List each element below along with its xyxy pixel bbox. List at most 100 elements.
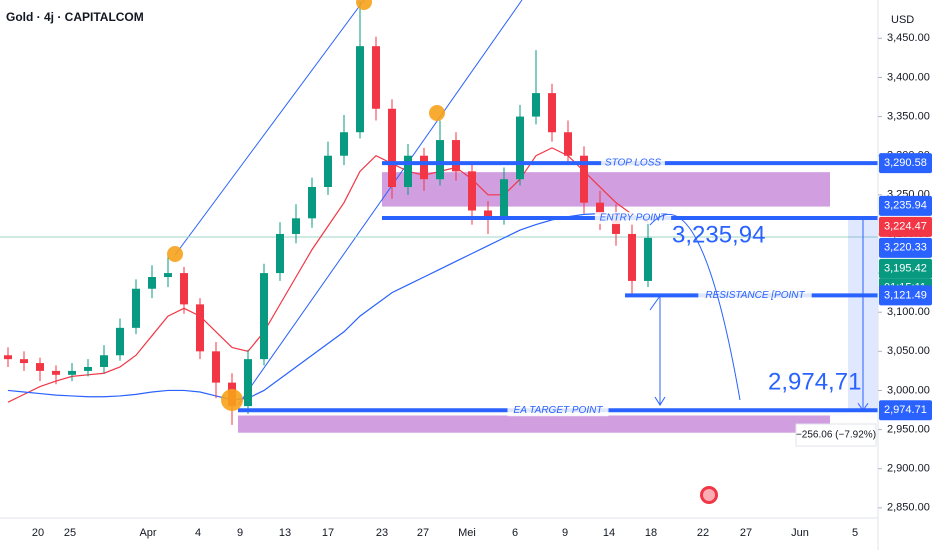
candle-body [68,370,76,375]
candle-body [116,327,124,356]
projection-stem [649,295,661,311]
candle-body [436,140,444,180]
candle-body [612,214,620,234]
candle-body [324,155,332,188]
x-tick-label: 18 [645,527,657,539]
price-label: 3,235.94 [884,200,927,212]
price-label-box [879,216,932,237]
candles [4,0,652,425]
candle-body [628,233,636,281]
annotation: 3,235,94 [672,221,765,248]
candle-body [372,46,380,109]
x-tick-label: Apr [139,527,156,539]
candle-body [52,370,60,375]
moving-averages [7,147,649,403]
x-tick-label: Mei [458,527,476,539]
level-label: ENTRY POINT [600,213,668,224]
x-tick-label: 9 [237,527,243,539]
level-label-bg [507,404,609,417]
level-label-bg [698,289,812,302]
moving-average [7,213,649,401]
channel-line [237,0,523,406]
x-tick-label: 9 [562,527,568,539]
price-label-box [879,237,932,258]
highlight-dot [356,0,372,10]
level-label: STOP LOSS [605,158,661,169]
candle-body [196,304,204,352]
x-tick-label: 20 [32,527,44,539]
axes: 2,850.00 2,900.00 2,950.00 3,000.00 3,050.00… [32,32,932,539]
level-label-bg [594,212,672,225]
price-label: 3,220.33 [884,242,927,254]
x-tick-label: 13 [279,527,291,539]
highlight-dot [167,246,183,262]
x-tick-label: 27 [740,527,752,539]
currency-box[interactable] [884,8,914,30]
y-tick-label: 3,050.00 [887,345,930,357]
candle-body [164,273,172,277]
candle-body [292,218,300,234]
levels: STOP LOSS ENTRY POINT RESISTANCE [POINT EA … [238,157,878,417]
candle-body [180,273,188,305]
candle-body [4,355,12,360]
candle-body [404,155,412,188]
y-tick-label: 2,900.00 [887,463,930,475]
candle-body [644,237,652,281]
candle-body [84,366,92,371]
candle-body [420,155,428,180]
candle-body [260,273,268,360]
candle-body [212,351,220,383]
currency[interactable]: USD [891,14,914,26]
x-tick-label: 4 [195,527,201,539]
candle-body [564,132,572,156]
measure-arrow [857,218,869,412]
measure-label: −256.06 (−7.92%) [796,430,876,441]
price-label-box [879,258,932,279]
projection-arrow [654,296,666,406]
price-label: 3,290.58 [884,157,927,169]
price-label-box [879,153,932,174]
price-label: 3,195.42 [884,263,927,275]
projection-curve [649,213,741,401]
candle-body [500,179,508,219]
measure: −256.06 (−7.92%) [795,218,878,447]
candle-body [276,233,284,274]
level-label-bg [601,157,665,170]
x-tick-label: 5 [852,527,858,539]
y-tick-label: 3,400.00 [887,71,930,83]
x-tick-label: 27 [417,527,429,539]
drawings [167,0,741,504]
y-tick-label: 2,950.00 [887,423,930,435]
event-icon-inner [703,489,715,501]
candle-body [148,276,156,289]
y-tick-label: 2,850.00 [887,502,930,514]
zone [238,415,830,433]
x-tick-label: 17 [322,527,334,539]
y-tick-label: 3,450.00 [887,32,930,44]
x-tick-label: 22 [697,527,709,539]
candle-body [132,288,140,328]
y-tick-label: 3,000.00 [887,384,930,396]
candle-body [356,46,364,133]
x-tick-label: 6 [512,527,518,539]
annotation: 2,974,71 [768,368,861,395]
price-label: 3,121.49 [884,289,927,301]
moving-average [7,147,649,403]
candle-body [36,363,44,371]
candle-body [596,202,604,215]
x-tick-label: 25 [64,527,76,539]
symbol-title: Gold · 4j · CAPITALCOM [6,10,144,24]
candle-body [468,171,476,211]
price-label-box [879,400,932,421]
candle-body [100,355,108,367]
level-label: RESISTANCE [POINT [705,290,805,301]
x-tick-label: Jun [791,527,809,539]
level-label: EA TARGET POINT [514,405,604,416]
highlight-dot [221,389,243,411]
price-label-box [879,285,932,306]
candle-body [484,210,492,219]
price-label: 3,224.47 [884,221,927,233]
y-tick-label: 3,350.00 [887,110,930,122]
